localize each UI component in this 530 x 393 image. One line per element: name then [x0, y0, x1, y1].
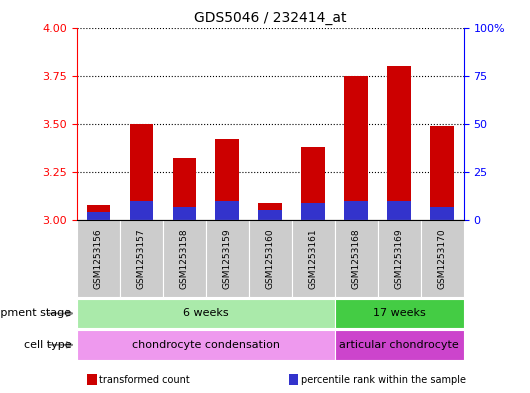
Bar	[129, 201, 153, 220]
Bar	[335, 220, 378, 297]
Bar	[387, 201, 411, 220]
Text: GSM1253161: GSM1253161	[309, 228, 318, 289]
Bar	[172, 207, 196, 220]
Bar	[344, 201, 368, 220]
Bar	[302, 203, 325, 220]
Text: GSM1253157: GSM1253157	[137, 228, 146, 289]
Bar	[335, 299, 464, 328]
Bar	[163, 220, 206, 297]
Bar	[77, 330, 335, 360]
Bar	[77, 220, 120, 297]
Bar	[216, 139, 239, 220]
Bar	[86, 205, 110, 220]
Text: GSM1253159: GSM1253159	[223, 228, 232, 289]
Bar	[421, 220, 464, 297]
Text: articular chondrocyte: articular chondrocyte	[339, 340, 459, 350]
Text: transformed count: transformed count	[99, 375, 190, 385]
Text: GSM1253158: GSM1253158	[180, 228, 189, 289]
Text: GSM1253168: GSM1253168	[352, 228, 361, 289]
Text: percentile rank within the sample: percentile rank within the sample	[301, 375, 465, 385]
Bar	[344, 75, 368, 220]
Text: GSM1253160: GSM1253160	[266, 228, 275, 289]
Bar	[430, 207, 454, 220]
Text: cell type: cell type	[24, 340, 72, 350]
Text: development stage: development stage	[0, 309, 72, 318]
Bar	[172, 158, 196, 220]
Bar	[387, 66, 411, 220]
Bar	[259, 211, 282, 220]
Title: GDS5046 / 232414_at: GDS5046 / 232414_at	[194, 11, 347, 25]
Text: chondrocyte condensation: chondrocyte condensation	[132, 340, 280, 350]
Bar	[302, 147, 325, 220]
Text: 17 weeks: 17 weeks	[373, 309, 426, 318]
Bar	[335, 330, 464, 360]
Bar	[77, 299, 335, 328]
Bar	[430, 126, 454, 220]
Text: GSM1253156: GSM1253156	[94, 228, 103, 289]
Bar	[216, 201, 239, 220]
Bar	[292, 220, 335, 297]
Text: GSM1253169: GSM1253169	[395, 228, 404, 289]
Bar	[120, 220, 163, 297]
Bar	[86, 212, 110, 220]
Bar	[249, 220, 292, 297]
Text: 6 weeks: 6 weeks	[183, 309, 228, 318]
Bar	[129, 124, 153, 220]
Bar	[206, 220, 249, 297]
Bar	[378, 220, 421, 297]
Bar	[259, 203, 282, 220]
Text: GSM1253170: GSM1253170	[438, 228, 447, 289]
